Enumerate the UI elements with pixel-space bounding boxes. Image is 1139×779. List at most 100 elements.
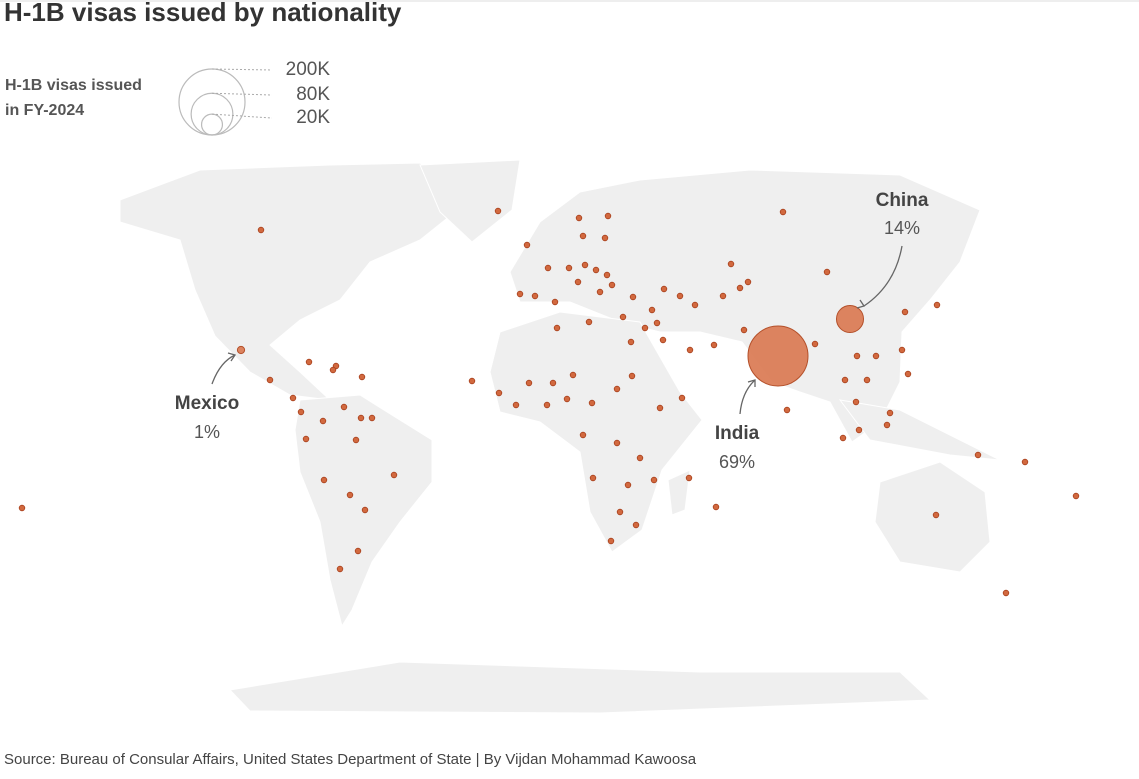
country-dot bbox=[852, 398, 860, 406]
country-dot bbox=[563, 395, 571, 403]
country-dot bbox=[357, 414, 365, 422]
country-dot bbox=[340, 403, 348, 411]
legend-size-label: 200K bbox=[286, 59, 331, 80]
country-dot bbox=[863, 376, 871, 384]
arrow bbox=[739, 379, 756, 415]
country-dot bbox=[811, 340, 819, 348]
country-dot bbox=[898, 346, 906, 354]
country-dot bbox=[1072, 492, 1080, 500]
country-dot bbox=[305, 358, 313, 366]
land bbox=[228, 661, 932, 714]
country-dot bbox=[523, 241, 531, 249]
country-dot bbox=[596, 288, 604, 296]
country-dot bbox=[648, 306, 656, 314]
country-dot bbox=[361, 506, 369, 514]
land bbox=[874, 461, 991, 573]
country-dot bbox=[1021, 458, 1029, 466]
country-dot bbox=[544, 264, 552, 272]
country-dot bbox=[525, 379, 533, 387]
country-dot bbox=[636, 454, 644, 462]
country-dot bbox=[660, 285, 668, 293]
land bbox=[419, 159, 521, 243]
callout-name: India bbox=[715, 423, 760, 444]
country-bubble bbox=[236, 345, 246, 355]
country-dot bbox=[346, 491, 354, 499]
arrow bbox=[863, 245, 903, 307]
callout-share: 69% bbox=[719, 452, 755, 472]
country-dot bbox=[613, 439, 621, 447]
country-dot bbox=[710, 341, 718, 349]
country-dot bbox=[685, 474, 693, 482]
country-dot bbox=[719, 292, 727, 300]
country-dot bbox=[581, 261, 589, 269]
callout-share: 1% bbox=[194, 422, 220, 442]
country-dot bbox=[736, 284, 744, 292]
country-dot bbox=[336, 565, 344, 573]
country-dot bbox=[574, 278, 582, 286]
country-dot bbox=[1002, 589, 1010, 597]
country-dot bbox=[329, 366, 337, 374]
legend-circle bbox=[200, 113, 224, 136]
country-dot bbox=[390, 471, 398, 479]
country-dot bbox=[320, 476, 328, 484]
legend-size-label: 80K bbox=[296, 84, 330, 105]
country-dot bbox=[744, 278, 752, 286]
country-dot bbox=[512, 401, 520, 409]
country-dot bbox=[619, 313, 627, 321]
country-dots bbox=[18, 207, 1080, 597]
country-dot bbox=[678, 394, 686, 402]
country-dot bbox=[712, 503, 720, 511]
arrow bbox=[211, 354, 236, 385]
country-dot bbox=[585, 318, 593, 326]
legend-circle bbox=[178, 68, 246, 136]
country-dot bbox=[616, 508, 624, 516]
arrow-head bbox=[856, 299, 866, 309]
country-dot bbox=[516, 290, 524, 298]
country-dot bbox=[588, 399, 596, 407]
country-dot bbox=[676, 292, 684, 300]
country-dot bbox=[18, 504, 26, 512]
country-dot bbox=[841, 376, 849, 384]
country-dot bbox=[855, 426, 863, 434]
land bbox=[489, 311, 703, 553]
country-dot bbox=[933, 301, 941, 309]
country-dot bbox=[691, 301, 699, 309]
country-dot bbox=[543, 401, 551, 409]
country-dot bbox=[354, 547, 362, 555]
country-dot bbox=[468, 377, 476, 385]
country-dot bbox=[628, 372, 636, 380]
country-dot bbox=[904, 370, 912, 378]
country-dot bbox=[974, 451, 982, 459]
source: Source: Bureau of Consular Affairs, Unit… bbox=[4, 751, 697, 768]
country-dot bbox=[740, 326, 748, 334]
title: H-1B visas issued by nationality bbox=[4, 0, 402, 27]
country-dot bbox=[494, 207, 502, 215]
country-dot bbox=[569, 371, 577, 379]
country-dot bbox=[266, 376, 274, 384]
country-dot bbox=[779, 208, 787, 216]
country-dot bbox=[601, 234, 609, 242]
land bbox=[838, 399, 1001, 461]
country-dot bbox=[823, 268, 831, 276]
country-dot bbox=[368, 414, 376, 422]
country-dot bbox=[883, 421, 891, 429]
country-dot bbox=[613, 385, 621, 393]
country-dot bbox=[853, 352, 861, 360]
country-dot bbox=[839, 434, 847, 442]
country-dot bbox=[575, 214, 583, 222]
country-dot bbox=[358, 373, 366, 381]
country-dot bbox=[495, 389, 503, 397]
legend-label: in FY-2024 bbox=[5, 102, 84, 119]
country-dot bbox=[289, 394, 297, 402]
callout-name: China bbox=[876, 190, 929, 211]
country-dot bbox=[727, 260, 735, 268]
country-dot bbox=[659, 336, 667, 344]
country-dot bbox=[589, 474, 597, 482]
land bbox=[667, 469, 691, 516]
country-dot bbox=[319, 417, 327, 425]
country-dot bbox=[627, 338, 635, 346]
legend-label: H-1B visas issued bbox=[5, 77, 142, 94]
